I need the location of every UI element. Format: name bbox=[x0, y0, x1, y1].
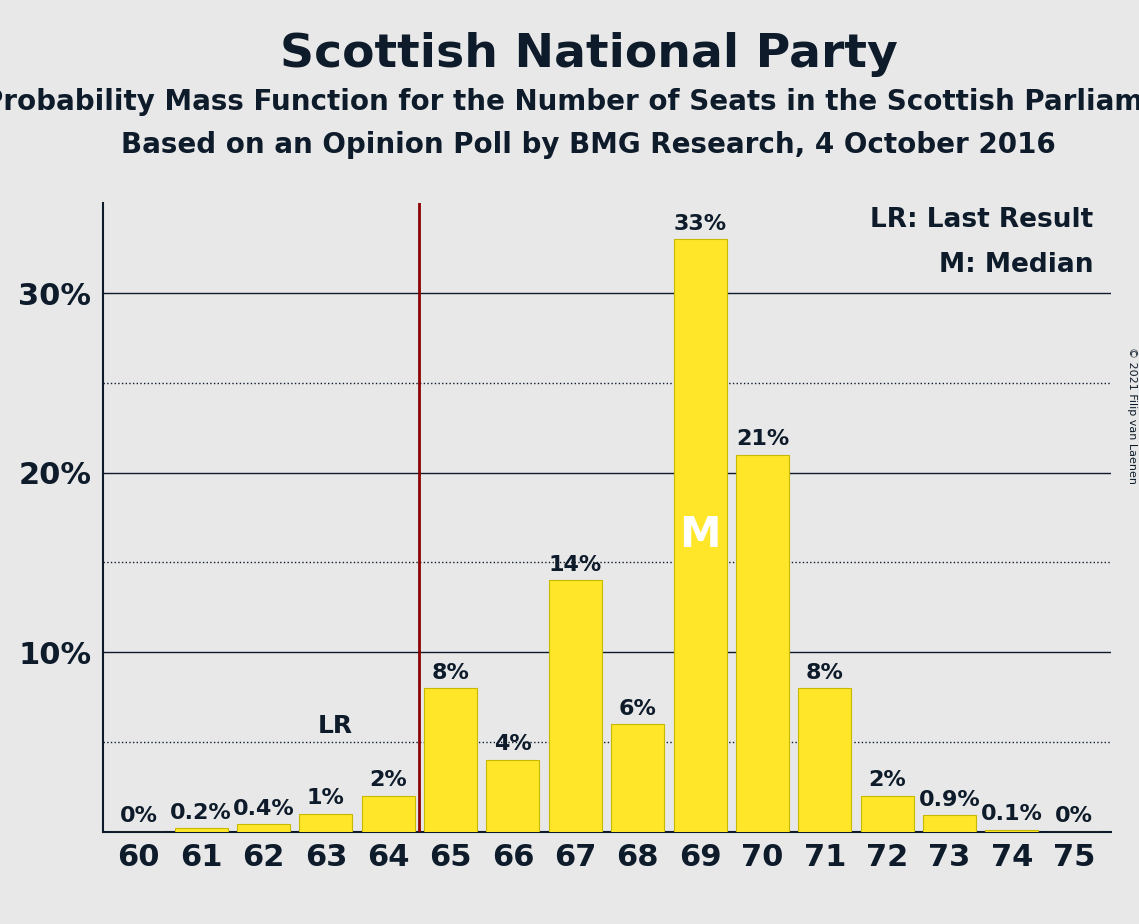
Text: 0%: 0% bbox=[1056, 807, 1093, 826]
Text: LR: LR bbox=[318, 714, 353, 738]
Bar bbox=[486, 760, 540, 832]
Text: 8%: 8% bbox=[432, 663, 469, 683]
Bar bbox=[174, 828, 228, 832]
Bar bbox=[612, 723, 664, 832]
Text: 0%: 0% bbox=[120, 807, 157, 826]
Text: 4%: 4% bbox=[494, 735, 532, 754]
Text: 8%: 8% bbox=[806, 663, 844, 683]
Bar bbox=[923, 816, 976, 832]
Text: M: M bbox=[679, 515, 721, 556]
Text: 14%: 14% bbox=[549, 555, 601, 575]
Text: 0.9%: 0.9% bbox=[919, 790, 981, 810]
Bar bbox=[549, 580, 601, 832]
Text: Probability Mass Function for the Number of Seats in the Scottish Parliament: Probability Mass Function for the Number… bbox=[0, 88, 1139, 116]
Text: M: Median: M: Median bbox=[939, 251, 1093, 278]
Bar bbox=[362, 796, 415, 832]
Text: © 2021 Filip van Laenen: © 2021 Filip van Laenen bbox=[1126, 347, 1137, 484]
Bar bbox=[424, 688, 477, 832]
Text: LR: Last Result: LR: Last Result bbox=[870, 207, 1093, 233]
Text: 21%: 21% bbox=[736, 430, 789, 449]
Text: 0.2%: 0.2% bbox=[170, 803, 232, 822]
Text: 0.1%: 0.1% bbox=[981, 805, 1043, 824]
Bar bbox=[237, 824, 290, 832]
Text: 0.4%: 0.4% bbox=[232, 799, 294, 819]
Bar bbox=[985, 830, 1039, 832]
Bar bbox=[798, 688, 851, 832]
Text: 33%: 33% bbox=[673, 213, 727, 234]
Bar bbox=[300, 814, 352, 832]
Text: Based on an Opinion Poll by BMG Research, 4 October 2016: Based on an Opinion Poll by BMG Research… bbox=[122, 131, 1056, 159]
Text: 2%: 2% bbox=[868, 771, 907, 790]
Bar bbox=[673, 239, 727, 832]
Bar bbox=[736, 455, 789, 832]
Text: 1%: 1% bbox=[306, 788, 345, 808]
Text: 6%: 6% bbox=[618, 699, 657, 719]
Bar bbox=[861, 796, 913, 832]
Text: Scottish National Party: Scottish National Party bbox=[280, 32, 898, 78]
Text: 2%: 2% bbox=[369, 771, 407, 790]
